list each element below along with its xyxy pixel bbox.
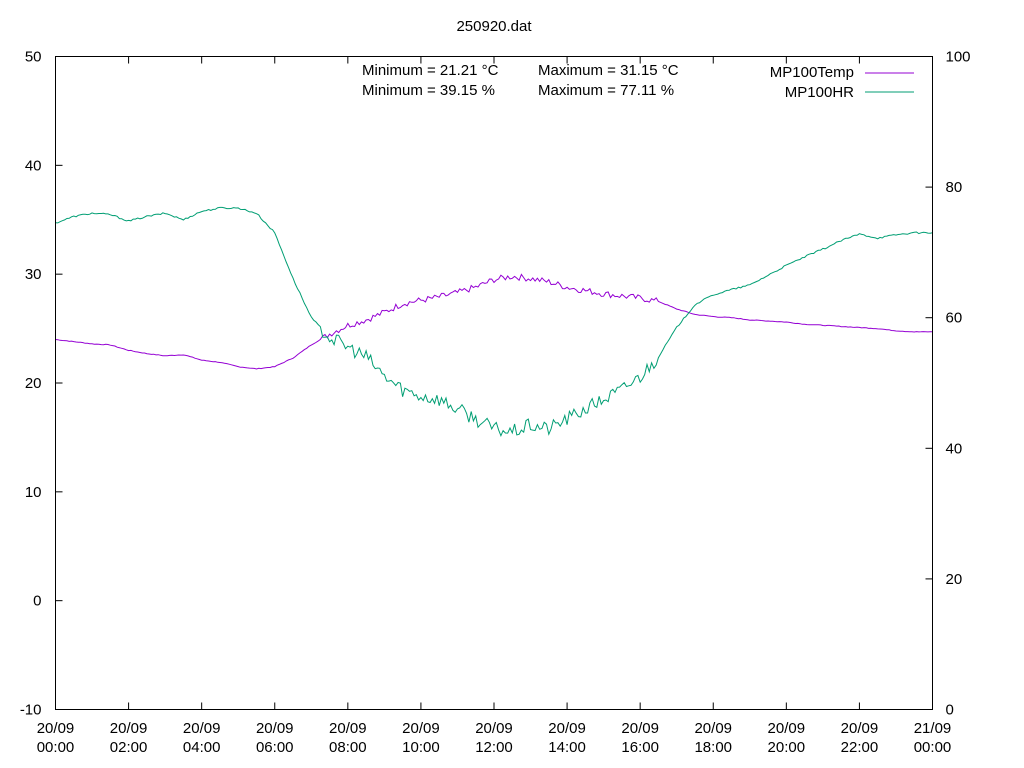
x-tick-label-time: 20:00 [768, 739, 806, 756]
y1-tick-label: 0 [33, 593, 41, 610]
y2-tick-label: 60 [946, 310, 963, 327]
x-tick-label-date: 20/09 [183, 720, 221, 737]
y2-tick-label: 0 [946, 702, 954, 719]
x-tick-label-date: 20/09 [548, 720, 586, 737]
y1-tick-label: 20 [25, 375, 42, 392]
annotation-hr-max: Maximum = 77.11 % [538, 82, 674, 99]
x-tick-label-date: 20/09 [621, 720, 659, 737]
annotation-temp-max: Maximum = 31.15 °C [538, 62, 679, 79]
x-tick-label-time: 02:00 [110, 739, 148, 756]
x-tick-label-time: 16:00 [621, 739, 659, 756]
y2-tick-label: 80 [946, 179, 963, 196]
series-line-mp100hr [55, 206, 933, 438]
x-tick-label-date: 20/09 [694, 720, 732, 737]
y1-tick-label: -10 [20, 702, 42, 719]
x-tick-label-time: 18:00 [694, 739, 732, 756]
x-tick-label-time: 22:00 [841, 739, 879, 756]
legend-label-hr: MP100HR [785, 84, 854, 101]
x-tick-label-date: 20/09 [841, 720, 879, 737]
x-tick-label-date: 20/09 [110, 720, 148, 737]
x-tick-label-time: 14:00 [548, 739, 586, 756]
annotation-temp-min: Minimum = 21.21 °C [362, 62, 499, 79]
y2-tick-label: 40 [946, 440, 963, 457]
x-tick-label-time: 04:00 [183, 739, 221, 756]
x-tick-label-date: 20/09 [329, 720, 367, 737]
chart-title: 250920.dat [456, 18, 532, 35]
x-tick-label-date: 21/09 [914, 720, 952, 737]
x-tick-label-date: 20/09 [256, 720, 294, 737]
x-tick-label-time: 06:00 [256, 739, 294, 756]
x-axis: 20/09 00:00 20/09 02:00 20/09 04:00 20/09 06:00… [37, 56, 952, 756]
legend: MP100Temp MP100HR [770, 64, 914, 101]
y1-axis: -10 0 10 20 30 40 50 [20, 49, 63, 719]
y2-tick-label: 100 [946, 49, 971, 66]
y1-tick-label: 10 [25, 484, 42, 501]
plot-frame [55, 56, 933, 710]
x-tick-label-date: 20/09 [475, 720, 513, 737]
y1-tick-label: 50 [25, 49, 42, 66]
x-tick-label-time: 12:00 [475, 739, 513, 756]
y2-tick-label: 20 [946, 571, 963, 588]
x-tick-label-time: 10:00 [402, 739, 440, 756]
y2-axis: 0 20 40 60 80 100 [925, 49, 971, 719]
x-tick-label-date: 20/09 [768, 720, 806, 737]
x-tick-label-time: 00:00 [37, 739, 75, 756]
legend-label-temp: MP100Temp [770, 64, 854, 81]
x-tick-label-date: 20/09 [402, 720, 440, 737]
x-tick-label-date: 20/09 [37, 720, 75, 737]
series-layer [55, 206, 933, 438]
annotation-hr-min: Minimum = 39.15 % [362, 82, 495, 99]
x-tick-label-time: 08:00 [329, 739, 367, 756]
series-line-mp100temp [55, 273, 933, 370]
y1-tick-label: 40 [25, 157, 42, 174]
x-tick-label-time: 00:00 [914, 739, 952, 756]
y1-tick-label: 30 [25, 266, 42, 283]
